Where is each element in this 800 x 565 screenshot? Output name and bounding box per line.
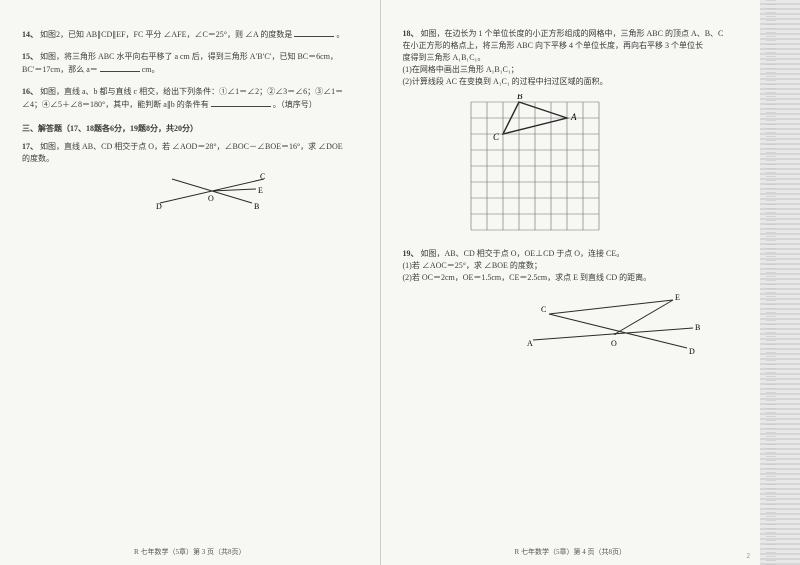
label-B: B — [695, 323, 700, 332]
label-D: D — [689, 347, 695, 356]
q19-figure: A B C D E O — [523, 288, 739, 362]
question-15: 15、 如图，将三角形 ABC 水平向右平移了 a cm 后，得到三角形 A′B… — [22, 51, 358, 76]
label-E: E — [258, 186, 263, 195]
q18-sub2: (2)计算线段 AC 在变换到 A₁C₁ 的过程中扫过区域的面积。 — [403, 77, 608, 86]
q15-text-b: BC′＝17cm，那么 a＝ — [22, 65, 98, 74]
q18-sub1: (1)在网格中画出三角形 A₁B₁C₁； — [403, 65, 519, 74]
right-footer: R 七年数学（5章）第 4 页（共8页） — [381, 547, 761, 558]
svg-text:A: A — [570, 112, 577, 122]
q16-blank — [211, 98, 271, 107]
question-16: 16、 如图，直线 a、b 都与直线 c 相交，给出下列条件：①∠1＝∠2；②∠… — [22, 86, 358, 111]
label-C: C — [260, 172, 265, 181]
q14-number: 14、 — [22, 30, 38, 39]
q14-blank — [294, 28, 334, 37]
label-D: D — [156, 202, 162, 211]
label-B: B — [254, 202, 259, 211]
q14-text-a: 如图2，已知 AB∥CD∥EF，FC 平分 ∠AFE，∠C＝25°，则 ∠A 的… — [40, 30, 292, 39]
svg-text:B: B — [517, 94, 523, 101]
label-O: O — [611, 339, 617, 348]
left-footer: R 七年数学（5章）第 3 页（共8页） — [0, 547, 380, 558]
question-14: 14、 如图2，已知 AB∥CD∥EF，FC 平分 ∠AFE，∠C＝25°，则 … — [22, 28, 358, 41]
page-number: 2 — [747, 551, 751, 562]
q19-diagram: A B C D E O — [523, 288, 703, 358]
q16-text-b: ∠4；④∠5＋∠8＝180°，其中，能判断 a∥b 的条件有 — [22, 100, 209, 109]
label-E: E — [675, 293, 680, 302]
q18-number: 18、 — [403, 29, 419, 38]
q18-line3: 度得到三角形 A₁B₁C₁。 — [403, 53, 486, 62]
q17-diagram: D O C B E — [152, 169, 272, 211]
q15-text-a: 如图，将三角形 ABC 水平向右平移了 a cm 后，得到三角形 A′B′C′，… — [40, 52, 338, 61]
label-O: O — [208, 194, 214, 203]
q18-grid-figure: B A C — [463, 94, 739, 238]
svg-text:C: C — [493, 132, 500, 142]
q17-text-a: 如图，直线 AB、CD 相交于点 O，若 ∠AOD＝28°，∠BOC－∠BOE＝… — [40, 142, 343, 151]
q16-text-a: 如图，直线 a、b 都与直线 c 相交，给出下列条件：①∠1＝∠2；②∠3＝∠6… — [40, 87, 343, 96]
section-3-heading: 三、解答题（17、18题各6分，19题8分，共20分） — [22, 123, 358, 135]
q17-figure: D O C B E — [152, 169, 358, 215]
page-spread: 14、 如图2，已知 AB∥CD∥EF，FC 平分 ∠AFE，∠C＝25°，则 … — [0, 0, 760, 565]
page-left: 14、 如图2，已知 AB∥CD∥EF，FC 平分 ∠AFE，∠C＝25°，则 … — [0, 0, 381, 565]
question-19: 19、 如图，AB、CD 相交于点 O，OE⊥CD 于点 O，连接 CE。 (1… — [403, 248, 739, 362]
q18-grid: B A C — [463, 94, 607, 238]
q15-blank — [100, 63, 140, 72]
q19-number: 19、 — [403, 249, 419, 258]
q18-line2: 在小正方形的格点上，将三角形 ABC 向下平移 4 个单位长度，再向右平移 3 … — [403, 41, 703, 50]
binding-strip — [760, 0, 800, 565]
q18-line1: 如图，在边长为 1 个单位长度的小正方形组成的网格中，三角形 ABC 的顶点 A… — [421, 29, 724, 38]
q15-text-c: cm。 — [142, 65, 160, 74]
q17-text-b: 的度数。 — [22, 154, 54, 163]
q16-number: 16、 — [22, 87, 38, 96]
question-18: 18、 如图，在边长为 1 个单位长度的小正方形组成的网格中，三角形 ABC 的… — [403, 28, 739, 238]
q19-sub1: (1)若 ∠AOC＝25°，求 ∠BOE 的度数； — [403, 261, 542, 270]
page-right: 18、 如图，在边长为 1 个单位长度的小正方形组成的网格中，三角形 ABC 的… — [381, 0, 761, 565]
question-17: 17、 如图，直线 AB、CD 相交于点 O，若 ∠AOD＝28°，∠BOC－∠… — [22, 141, 358, 215]
q15-number: 15、 — [22, 52, 38, 61]
q14-text-b: 。 — [336, 30, 344, 39]
label-A: A — [527, 339, 533, 348]
q19-line1: 如图，AB、CD 相交于点 O，OE⊥CD 于点 O，连接 CE。 — [421, 249, 625, 258]
q17-number: 17、 — [22, 142, 38, 151]
q16-text-c: 。（填序号） — [273, 100, 317, 109]
q19-sub2: (2)若 OC＝2cm，OE＝1.5cm，CE＝2.5cm，求点 E 到直线 C… — [403, 273, 652, 282]
label-C: C — [541, 305, 546, 314]
